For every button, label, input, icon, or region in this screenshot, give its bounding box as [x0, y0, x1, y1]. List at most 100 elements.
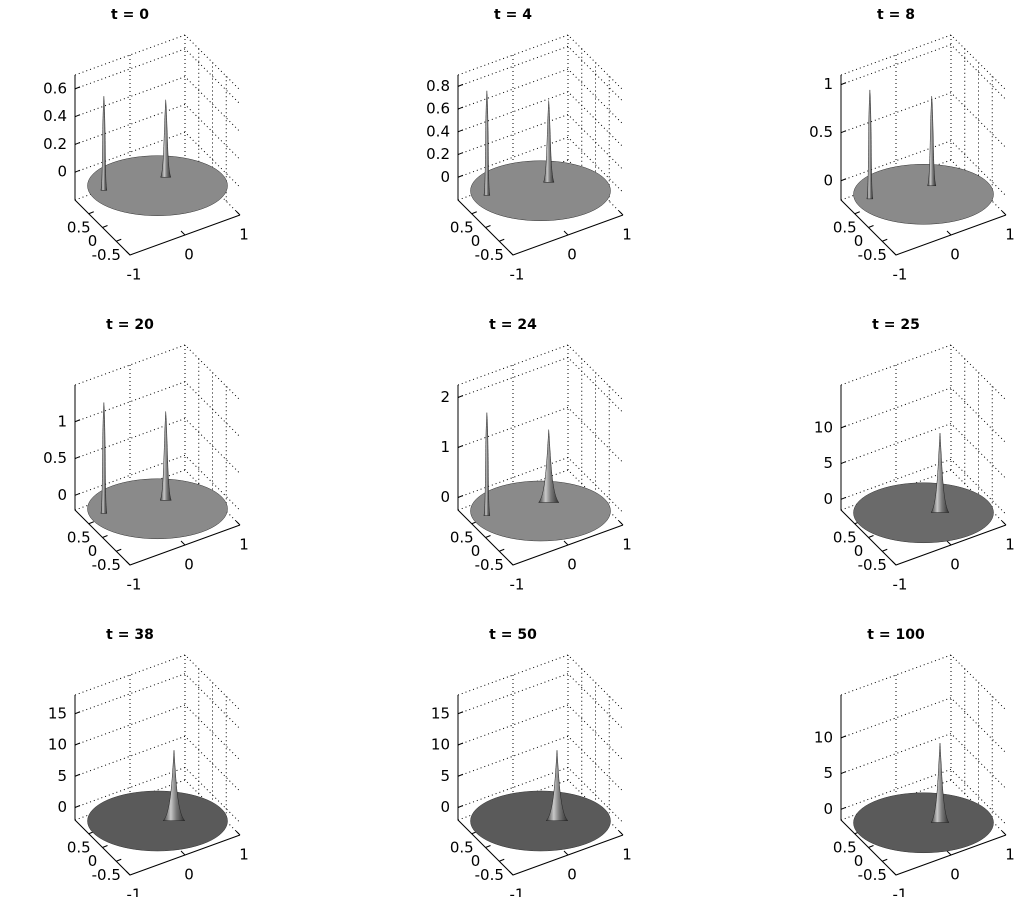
- x-tick-label: 0: [950, 246, 960, 264]
- chart-title: t = 4: [494, 7, 532, 23]
- y-tick-label: 0.5: [833, 218, 857, 236]
- grid-line: [458, 408, 623, 463]
- grid-line: [458, 674, 623, 729]
- y-tick: [89, 212, 94, 214]
- z-tick: [841, 807, 846, 809]
- surface-base: [88, 479, 228, 539]
- x-tick: [236, 211, 240, 215]
- grid-line: [841, 698, 1006, 753]
- chart-title: t = 38: [106, 627, 154, 643]
- z-tick: [75, 774, 80, 776]
- chart-title: t = 50: [489, 627, 537, 643]
- x-tick-label: -1: [510, 576, 525, 594]
- grid-line: [75, 705, 240, 760]
- z-tick-label: 15: [48, 704, 67, 722]
- z-tick-label: 10: [48, 736, 67, 754]
- grid-line: [75, 736, 240, 791]
- z-tick: [458, 712, 463, 714]
- y-tick-label: 0.5: [450, 838, 474, 856]
- z-tick-label: 10: [814, 418, 833, 436]
- grid-line: [458, 736, 623, 791]
- chart-title: t = 25: [872, 317, 920, 333]
- z-tick: [458, 107, 463, 109]
- surface-base: [88, 791, 228, 851]
- z-tick: [75, 493, 80, 495]
- grid-line: [841, 93, 1006, 148]
- chart-title: t = 100: [867, 627, 925, 643]
- z-tick-label: 0: [57, 798, 67, 816]
- grid-line: [458, 358, 623, 413]
- y-tick-label: 0.5: [450, 218, 474, 236]
- y-tick: [486, 536, 491, 538]
- z-tick: [458, 496, 463, 498]
- chart-title: t = 0: [111, 7, 149, 23]
- y-tick-label: 0.5: [450, 528, 474, 546]
- z-tick: [458, 774, 463, 776]
- z-tick: [841, 462, 846, 464]
- x-tick-label: 1: [239, 226, 249, 244]
- x-tick: [947, 541, 951, 545]
- page: t = 000.20.40.6-101-0.500.5t = 400.20.40…: [0, 0, 1026, 897]
- z-tick: [841, 736, 846, 738]
- z-tick-label: 5: [823, 454, 833, 472]
- grid-line: [841, 388, 1006, 443]
- x-tick-label: 0: [184, 556, 194, 574]
- y-tick: [869, 846, 874, 848]
- z-tick-label: 10: [431, 736, 450, 754]
- box-edge: [841, 35, 1006, 90]
- surface-peak: [928, 96, 936, 186]
- grid-line: [458, 46, 623, 101]
- z-tick: [75, 457, 80, 459]
- z-tick-label: 0.2: [426, 145, 450, 163]
- surface-peak: [101, 96, 107, 190]
- z-tick-label: 0: [57, 163, 67, 181]
- x-tick: [947, 231, 951, 235]
- box-edge: [458, 655, 623, 710]
- y-tick: [882, 859, 887, 861]
- y-tick: [486, 226, 491, 228]
- z-tick: [75, 420, 80, 422]
- grid-line: [75, 49, 240, 104]
- z-tick-label: 0: [823, 800, 833, 818]
- z-tick-label: 0.6: [426, 100, 450, 118]
- box-edge: [75, 345, 240, 400]
- x-tick-label: -1: [893, 576, 908, 594]
- chart-title: t = 20: [106, 317, 154, 333]
- x-tick: [564, 541, 568, 545]
- y-tick-label: 0.5: [67, 528, 91, 546]
- z-tick-label: 0.6: [43, 79, 67, 97]
- z-tick-label: 10: [814, 728, 833, 746]
- z-tick-label: 0.4: [426, 122, 450, 140]
- x-tick: [564, 851, 568, 855]
- y-tick: [486, 846, 491, 848]
- z-tick-label: 0: [440, 168, 450, 186]
- x-tick: [619, 211, 623, 215]
- surface-base: [854, 483, 994, 543]
- z-tick: [75, 87, 80, 89]
- x-tick-label: 1: [622, 226, 632, 244]
- z-tick: [841, 131, 846, 133]
- z-tick-label: 0.5: [809, 123, 833, 141]
- surface-base: [471, 161, 611, 221]
- x-tick: [1002, 831, 1006, 835]
- y-tick: [499, 859, 504, 861]
- grid-line: [75, 419, 240, 474]
- x-tick-label: -1: [510, 886, 525, 897]
- z-tick-label: 1: [823, 75, 833, 93]
- z-tick: [841, 497, 846, 499]
- x-tick-label: 1: [622, 846, 632, 864]
- x-tick-label: -1: [127, 886, 142, 897]
- x-tick-label: -1: [127, 266, 142, 284]
- y-tick: [869, 536, 874, 538]
- y-tick: [855, 212, 860, 214]
- z-tick-label: 5: [57, 767, 67, 785]
- y-tick: [116, 239, 121, 241]
- grid-line: [841, 424, 1006, 479]
- chart-title: t = 24: [489, 317, 537, 333]
- grid-line: [841, 45, 1006, 100]
- z-tick: [75, 712, 80, 714]
- z-tick: [841, 772, 846, 774]
- z-tick-label: 0.5: [43, 449, 67, 467]
- y-tick: [869, 226, 874, 228]
- x-tick-label: 1: [239, 536, 249, 554]
